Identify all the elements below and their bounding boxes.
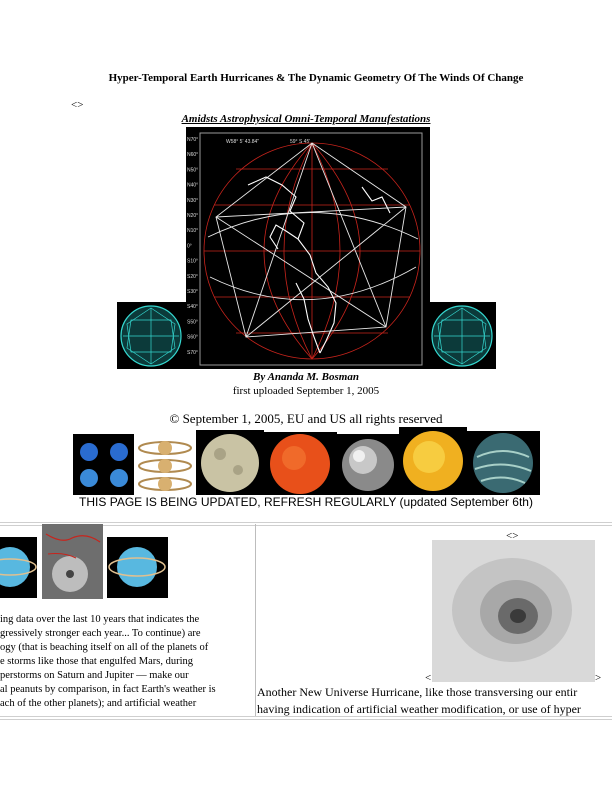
table-top-border-inner xyxy=(0,525,612,526)
latitude-tick-label: N20° xyxy=(187,213,198,219)
page-subtitle: Amidsts Astrophysical Omni-Temporal Manu… xyxy=(181,113,431,125)
latitude-tick-label: N70° xyxy=(187,137,198,143)
latitude-tick-label: N10° xyxy=(187,228,198,234)
planet-earths-image xyxy=(73,434,134,495)
earth-grid-globe-graphic: W58° 5' 43.84" 59° S 45' N70° N60° N50° N40… xyxy=(186,127,430,369)
latitude-tick-label: S40° xyxy=(187,304,198,310)
latitude-tick-label: N60° xyxy=(187,152,198,158)
coord-readout-b: 59° S 45' xyxy=(290,139,310,145)
latitude-tick-label: S70° xyxy=(187,350,198,356)
table-top-border xyxy=(0,522,612,523)
latitude-tick-label: S10° xyxy=(187,259,198,265)
latitude-tick-label: N40° xyxy=(187,183,198,189)
coord-readout-a: W58° 5' 43.84" xyxy=(226,139,259,145)
latitude-tick-label: S60° xyxy=(187,335,198,341)
glyph-marker-right: > xyxy=(595,672,602,684)
update-notice: THIS PAGE IS BEING UPDATED, REFRESH REGU… xyxy=(79,495,533,509)
text-line: having indication of artificial weather … xyxy=(257,702,581,716)
planet-saturn-image xyxy=(134,434,196,495)
uranus-partial-image xyxy=(0,537,37,598)
earth-grid-globe-image: W58° 5' 43.84" 59° S 45' N70° N60° N50° N40… xyxy=(186,127,430,369)
text-line: Another New Universe Hurricane, like tho… xyxy=(257,685,578,699)
uranus-image xyxy=(107,537,168,598)
copyright-notice: © September 1, 2005, EU and US all right… xyxy=(169,411,443,426)
icosahedron-right-image xyxy=(428,302,496,369)
page-title: Hyper-Temporal Earth Hurricanes & The Dy… xyxy=(108,72,524,84)
text-line: gressively stronger each year... To cont… xyxy=(0,628,201,639)
planet-io-image xyxy=(399,427,467,495)
planet-mars-image xyxy=(264,432,337,495)
table-bottom-border-inner xyxy=(0,719,612,720)
glyph-marker-top: <> xyxy=(506,530,519,542)
byline: By Ananda M. Bosman xyxy=(253,371,359,383)
left-column-text: ing data over the last 10 years that ind… xyxy=(0,613,254,711)
text-line: perstorms on Saturn and Jupiter — make o… xyxy=(0,670,189,681)
text-line: ing data over the last 10 years that ind… xyxy=(0,614,200,625)
latitude-tick-label: N30° xyxy=(187,198,198,204)
right-column-text: Another New Universe Hurricane, like tho… xyxy=(257,684,612,718)
hurricane-satellite-image xyxy=(42,524,103,599)
table-bottom-border xyxy=(0,716,612,717)
glyph-marker-left: < xyxy=(425,672,432,684)
text-line: ogy (that is beaching itself on all of t… xyxy=(0,642,209,653)
latitude-tick-label: 0° xyxy=(187,243,192,249)
latitude-tick-label: S30° xyxy=(187,289,198,295)
text-line: al peanuts by comparison, in fact Earth'… xyxy=(0,684,216,695)
upload-date: first uploaded September 1, 2005 xyxy=(232,385,380,397)
icosahedron-left-image xyxy=(117,302,186,369)
column-divider xyxy=(255,524,256,716)
glyph-marker: <> xyxy=(71,99,84,111)
planet-venus-image xyxy=(467,431,540,495)
latitude-tick-label: S20° xyxy=(187,274,198,280)
planet-pluto-image xyxy=(337,434,399,495)
text-line: e storms like those that engulfed Mars, … xyxy=(0,656,194,667)
text-line: ach of the other planets); and artificia… xyxy=(0,698,197,709)
latitude-tick-label: N50° xyxy=(187,167,198,173)
storm-vortex-image xyxy=(432,540,595,682)
planet-moon-image xyxy=(196,430,264,495)
latitude-tick-label: S50° xyxy=(187,319,198,325)
